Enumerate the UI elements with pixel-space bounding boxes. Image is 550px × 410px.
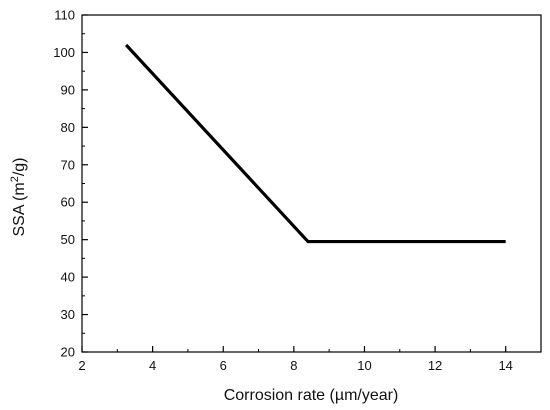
y-tick-label: 30 (61, 307, 75, 322)
series-layer (124, 43, 506, 244)
y-tick-label: 100 (53, 45, 75, 60)
y-axis-title-prefix: SSA (m (11, 182, 28, 236)
x-axis-title: Corrosion rate (µm/year) (224, 387, 399, 404)
y-tick-label: 110 (54, 8, 75, 23)
x-tick-label: 8 (290, 358, 297, 373)
x-tick-label: 2 (78, 358, 85, 373)
y-axis-title: SSA (m2/g) (9, 157, 28, 236)
y-axis-title-suffix: /g) (11, 157, 28, 176)
x-tick-label: 4 (149, 358, 156, 373)
y-tick-label: 70 (61, 157, 75, 172)
plot-border (81, 14, 542, 353)
y-axis-ticks: 20 30 40 50 60 70 80 90 100 110 (53, 8, 88, 360)
x-tick-label: 6 (220, 358, 227, 373)
series-line (124, 43, 506, 244)
x-axis-ticks: 2 4 6 8 10 12 14 (78, 346, 513, 373)
x-tick-label: 10 (357, 358, 371, 373)
x-tick-label: 12 (428, 358, 442, 373)
y-tick-label: 50 (61, 232, 75, 247)
y-axis-title-superscript: 2 (9, 176, 21, 182)
x-tick-label: 14 (498, 358, 512, 373)
y-tick-label: 60 (61, 195, 75, 210)
y-tick-label: 40 (61, 270, 75, 285)
y-tick-label: 80 (61, 120, 75, 135)
y-tick-label: 90 (61, 82, 75, 97)
y-tick-label: 20 (61, 345, 75, 360)
plot-frame (81, 14, 542, 353)
